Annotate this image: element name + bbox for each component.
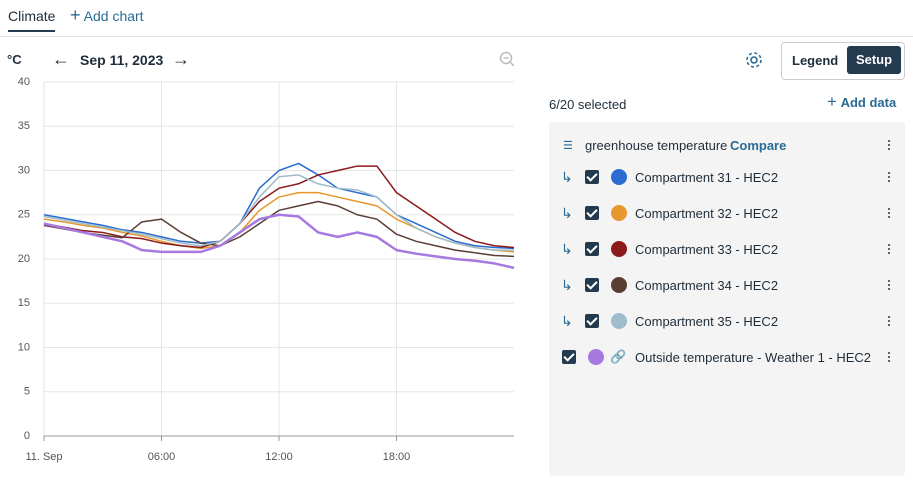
- legend-row[interactable]: ↳ Compartment 34 - HEC2: [549, 273, 905, 297]
- tab-add[interactable]: + Add chart: [70, 5, 144, 25]
- legend-label: Compartment 34 - HEC2: [635, 277, 779, 293]
- tab-active[interactable]: Climate: [8, 8, 56, 32]
- indent-icon: ↳: [561, 168, 573, 185]
- legend-label: Outside temperature - Weather 1 - HEC2: [635, 349, 872, 365]
- row-menu[interactable]: [888, 314, 891, 328]
- checkbox[interactable]: [562, 350, 576, 364]
- settings[interactable]: [745, 51, 763, 69]
- indent-icon: ↳: [561, 204, 573, 221]
- group-name: greenhouse temperature: [585, 137, 728, 153]
- y-tick-label: 10: [18, 341, 30, 353]
- legend-row[interactable]: ↳ Compartment 31 - HEC2: [549, 165, 905, 189]
- y-tick-label: 35: [18, 120, 30, 132]
- legend-swatch: [611, 277, 627, 293]
- x-tick-label: 12:00: [265, 451, 293, 463]
- y-tick-label: 15: [18, 297, 30, 309]
- row-menu[interactable]: [888, 350, 891, 364]
- add-data[interactable]: Add data: [840, 95, 897, 110]
- legend-label: Compartment 35 - HEC2: [635, 313, 779, 329]
- compare[interactable]: Compare: [730, 137, 787, 153]
- legend-row[interactable]: ↳ Compartment 33 - HEC2: [549, 237, 905, 261]
- x-tick-label: 11. Sep: [25, 451, 62, 463]
- legend-swatch: [611, 169, 627, 185]
- setup-button[interactable]: Setup: [847, 46, 901, 74]
- row-menu[interactable]: [888, 242, 891, 256]
- divider: [0, 36, 913, 37]
- legend-row[interactable]: ↳ Compartment 32 - HEC2: [549, 201, 905, 225]
- legend-row[interactable]: ↳ Compartment 35 - HEC2: [549, 309, 905, 333]
- legend-label: Compartment 32 - HEC2: [635, 205, 779, 221]
- link-icon: 🔗: [610, 349, 627, 364]
- legend-swatch: [588, 349, 604, 365]
- legend-swatch: [611, 241, 627, 257]
- zoom-out[interactable]: [498, 50, 516, 68]
- y-tick-label: 25: [18, 209, 30, 221]
- y-tick-label: 30: [18, 164, 30, 176]
- x-tick-label: 06:00: [148, 451, 176, 463]
- series-line: [43, 213, 515, 270]
- prev-date[interactable]: ←: [52, 49, 70, 69]
- date-label: Sep 11, 2023: [80, 52, 164, 68]
- checkbox[interactable]: [585, 278, 599, 292]
- legend-label: Compartment 33 - HEC2: [635, 241, 779, 257]
- checkbox[interactable]: [585, 170, 599, 184]
- y-tick-label: 0: [24, 430, 30, 442]
- selected-count: 6/20 selected: [549, 97, 627, 112]
- y-tick-label: 5: [24, 386, 30, 398]
- legend-swatch: [611, 205, 627, 221]
- legend-label: Compartment 31 - HEC2: [635, 169, 779, 185]
- indent-icon: ↳: [561, 276, 573, 293]
- row-menu[interactable]: [888, 170, 891, 184]
- series-line: [43, 174, 514, 251]
- toggle: [781, 42, 905, 80]
- legend-button[interactable]: Legend: [792, 53, 839, 68]
- checkbox[interactable]: [585, 242, 599, 256]
- group-row: ☰ greenhouse temperature Compare: [549, 133, 905, 157]
- row-menu[interactable]: [888, 278, 891, 292]
- series-line: [43, 200, 515, 258]
- series-panel: ☰ greenhouse temperature Compare ↳ Compar…: [549, 122, 905, 476]
- row-menu[interactable]: [888, 206, 891, 220]
- next-date[interactable]: →: [172, 49, 190, 69]
- y-tick-label: 40: [18, 76, 30, 88]
- legend-row[interactable]: 🔗 Outside temperature - Weather 1 - HEC2: [549, 345, 905, 369]
- legend-swatch: [611, 313, 627, 329]
- x-tick-label: 18:00: [383, 451, 411, 463]
- y-tick-label: 20: [18, 253, 30, 265]
- checkbox[interactable]: [585, 206, 599, 220]
- indent-icon: ↳: [561, 312, 573, 329]
- indent-icon: ↳: [561, 240, 573, 257]
- chart: 0 5 10 15 20 25 30 35 40 11. Sep 06:00 12:00 18:00: [18, 76, 515, 463]
- y-axis-label: °C: [7, 52, 22, 67]
- tab-add-label: Add chart: [83, 8, 144, 24]
- checkbox[interactable]: [585, 314, 599, 328]
- series-line: [43, 162, 515, 250]
